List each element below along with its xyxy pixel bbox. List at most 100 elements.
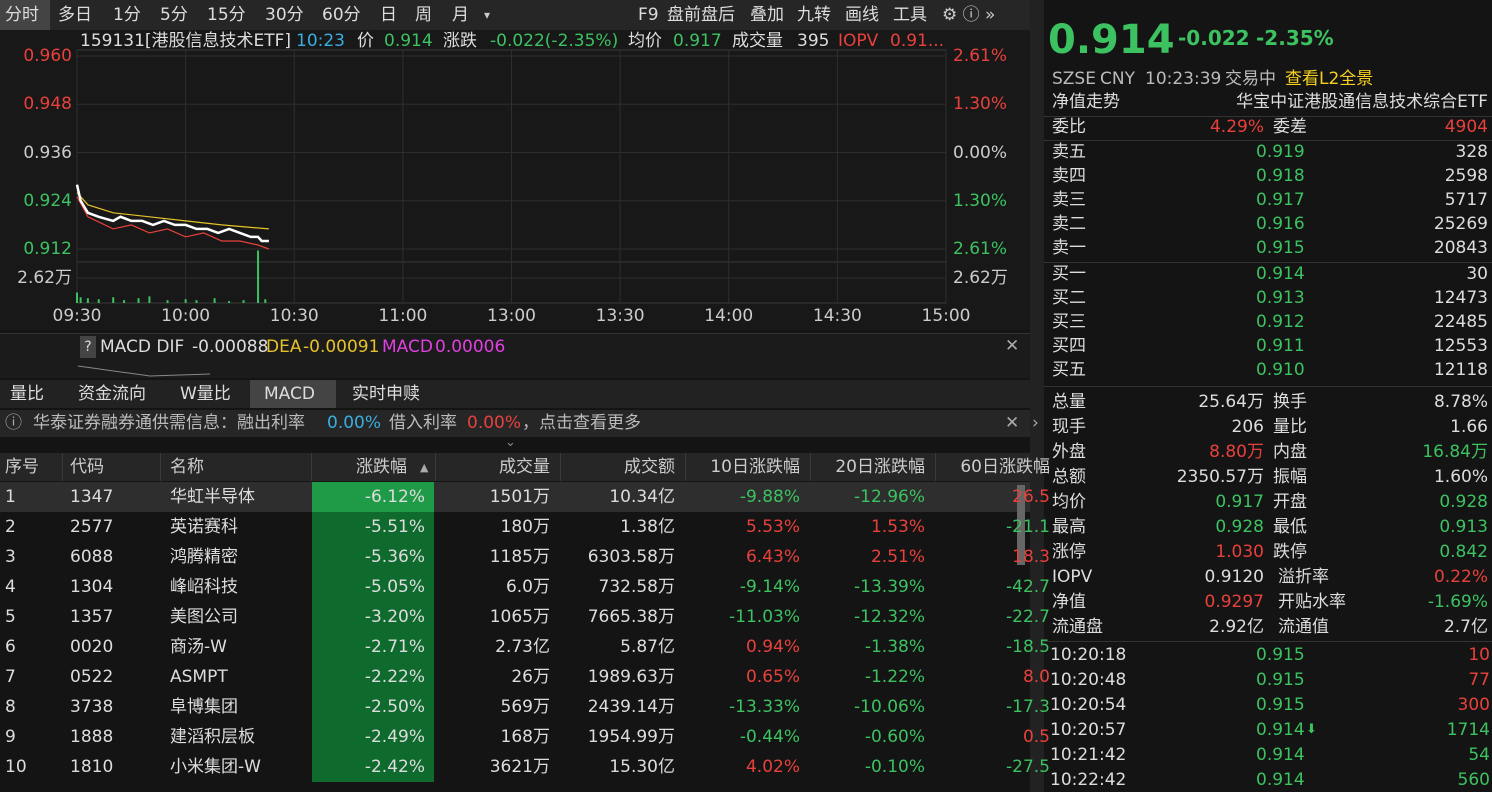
column-header[interactable]: 60日涨跌幅 <box>960 457 1050 477</box>
macd-dea-label: DEA <box>266 337 302 357</box>
stat-value: 2.7亿 <box>1443 617 1488 637</box>
notice-rate2[interactable]: 0.00% <box>467 413 522 433</box>
tool-button[interactable]: 九转 <box>797 5 831 25</box>
notice-text2[interactable]: 借入利率 <box>389 413 457 433</box>
table-cell[interactable]: 建滔积层板 <box>170 727 255 747</box>
table-cell: 1347 <box>70 487 114 507</box>
y2-tick-label: 0.00% <box>953 142 1008 163</box>
tool-button[interactable]: 画线 <box>845 5 879 25</box>
column-separator <box>685 453 686 481</box>
stat-label: 均价 <box>1052 492 1086 512</box>
period-tab[interactable]: 30分 <box>265 5 304 25</box>
trade-price: 0.915 <box>1256 695 1305 715</box>
table-cell[interactable]: 阜博集团 <box>170 697 238 717</box>
notice-rate1[interactable]: 0.00% <box>327 413 382 433</box>
column-header[interactable]: 20日涨跌幅 <box>835 457 925 477</box>
column-header[interactable]: 涨跌幅 <box>356 457 407 477</box>
nav-label[interactable]: 净值走势 <box>1052 92 1120 112</box>
table-cell: 1.53% <box>870 517 925 537</box>
stat-value: -1.69% <box>1427 592 1488 612</box>
column-header[interactable]: 代码 <box>70 457 104 477</box>
expand[interactable]: ⌄ <box>505 435 516 450</box>
column-header[interactable]: 成交额 <box>624 457 675 477</box>
tool-button[interactable]: 盘前盘后 <box>667 5 735 25</box>
tool-button[interactable]: 叠加 <box>750 5 784 25</box>
stat-label: 内盘 <box>1273 442 1307 462</box>
column-header[interactable]: 10日涨跌幅 <box>710 457 800 477</box>
menu-arrow[interactable]: ▾ <box>484 8 491 22</box>
column-header[interactable]: 序号 <box>5 457 39 477</box>
stat-label: 总额 <box>1052 467 1086 487</box>
tool-button[interactable]: 工具 <box>893 5 927 25</box>
book-volume: 12118 <box>1433 360 1488 380</box>
period-tab[interactable]: 日 <box>380 5 397 25</box>
y-tick-label: 0.924 <box>23 190 72 211</box>
help-mark[interactable]: ? <box>80 336 96 358</box>
table-cell[interactable]: 英诺赛科 <box>170 517 238 537</box>
table-cell: 15.30亿 <box>609 757 675 777</box>
close-notice[interactable]: ✕ <box>1005 413 1020 433</box>
change-cell <box>312 722 434 752</box>
period-tab[interactable]: 月 <box>452 5 469 25</box>
volume-bar <box>148 296 151 303</box>
period-tab[interactable]: 5分 <box>160 5 188 25</box>
table-cell: 2577 <box>70 517 114 537</box>
table-cell: 9 <box>5 727 16 747</box>
separator <box>1044 262 1492 263</box>
table-cell: -17.3 <box>1006 697 1050 717</box>
collapse-arrow[interactable]: › <box>1032 413 1039 433</box>
l2-link[interactable]: 查看L2全景 <box>1285 69 1374 89</box>
x-tick-label: 10:30 <box>269 306 319 326</box>
period-tab[interactable]: 1分 <box>113 5 141 25</box>
table-cell: -5.51% <box>364 517 425 537</box>
table-cell[interactable]: 峰岹科技 <box>170 577 238 597</box>
tool-button[interactable]: F9 <box>638 5 659 25</box>
table-cell: 6.0万 <box>505 577 550 597</box>
table-cell: -2.49% <box>364 727 425 747</box>
column-header[interactable]: 成交量 <box>499 457 550 477</box>
column-header[interactable]: 名称 <box>170 457 204 477</box>
bottom-tab[interactable]: MACD <box>264 384 315 404</box>
notice-text3[interactable]: ，点击查看更多 <box>522 413 641 433</box>
table-cell[interactable]: 华虹半导体 <box>170 487 255 507</box>
period-tab[interactable]: 周 <box>415 5 432 25</box>
stat-value: 2.92亿 <box>1209 617 1264 637</box>
period-tab[interactable]: 分时 <box>5 5 39 25</box>
stat-value: 0.928 <box>1215 517 1264 537</box>
period-tab[interactable]: 15分 <box>207 5 246 25</box>
bottom-tab[interactable]: 量比 <box>10 384 44 404</box>
period-tab[interactable]: 60分 <box>322 5 361 25</box>
chart <box>75 49 947 377</box>
bottom-tab[interactable]: W量比 <box>180 384 231 404</box>
book-label: 卖三 <box>1052 190 1086 210</box>
quote-code: 159131[港股信息技术ETF] <box>80 31 292 51</box>
table-cell: -3.20% <box>364 607 425 627</box>
table-cell: 1357 <box>70 607 114 627</box>
table-cell[interactable]: 鸿腾精密 <box>170 547 238 567</box>
table-cell[interactable]: ASMPT <box>170 667 228 687</box>
settings-icons[interactable]: ⚙ ⓘ » <box>942 5 996 25</box>
table-cell: 1.38亿 <box>620 517 675 537</box>
active-period <box>0 0 50 30</box>
trade-price: 0.915 <box>1256 670 1305 690</box>
close-macd[interactable]: ✕ <box>1005 336 1020 356</box>
stat-label: 外盘 <box>1052 442 1086 462</box>
x-tick-label: 14:30 <box>812 306 862 326</box>
quote-price: 0.914 <box>384 31 433 51</box>
table-cell: 3 <box>5 547 16 567</box>
bottom-tab[interactable]: 实时申赎 <box>352 384 420 404</box>
down-arrow: ⬇ <box>1306 722 1317 737</box>
stat-label: 总量 <box>1052 392 1086 412</box>
stat-label: 最高 <box>1052 517 1086 537</box>
table-cell[interactable]: 商汤-W <box>170 637 227 657</box>
stat-label: 量比 <box>1273 417 1307 437</box>
table-cell: 0.5 <box>1022 727 1050 747</box>
period-tab[interactable]: 多日 <box>58 5 92 25</box>
notice-text1[interactable]: 华泰证券融券通供需信息：融出利率 <box>33 413 305 433</box>
book-label: 卖五 <box>1052 142 1086 162</box>
volume-bar <box>97 299 100 303</box>
table-cell[interactable]: 小米集团-W <box>170 757 261 777</box>
table-cell: -2.22% <box>364 667 425 687</box>
bottom-tab[interactable]: 资金流向 <box>78 384 146 404</box>
table-cell[interactable]: 美图公司 <box>170 607 238 627</box>
